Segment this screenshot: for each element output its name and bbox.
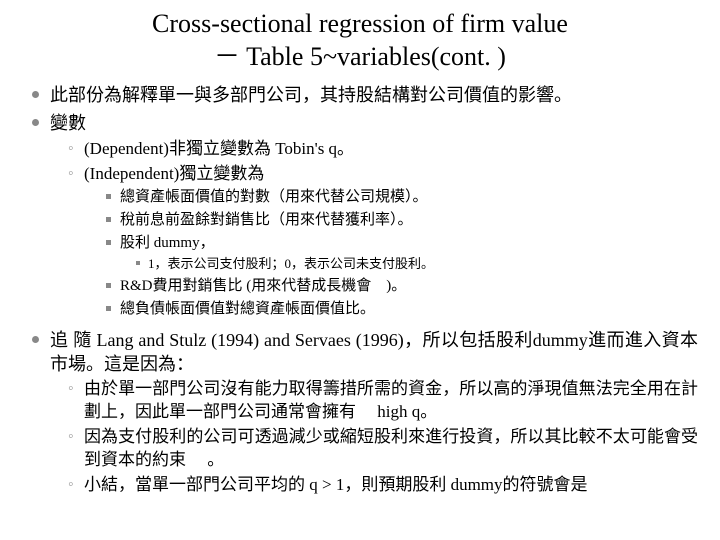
bullet-text: 稅前息前盈餘對銷售比（用來代替獲利率）。 — [120, 212, 413, 228]
bullet-debt-assets: 總負債帳面價值對總資產帳面價值比。 — [106, 299, 698, 320]
bullet-dependent: (Dependent)非獨立變數為 Tobin's q。 — [68, 138, 698, 161]
bullet-text: 追 隨 Lang and Stulz (1994) and Servaes (1… — [50, 330, 698, 374]
bullet-text: 1，表示公司支付股利；0，表示公司未支付股利。 — [148, 256, 434, 271]
bullet-reason-1: 由於單一部門公司沒有能力取得籌措所需的資金，所以高的淨現值無法完全用在計劃上，因… — [68, 378, 698, 424]
bullet-independent: (Independent)獨立變數為 總資產帳面價值的對數（用來代替公司規模）。… — [68, 163, 698, 320]
bullet-text: 小結，當單一部門公司平均的 q > 1，則預期股利 dummy的符號會是 — [84, 475, 588, 494]
slide-title: Cross-sectional regression of firm value… — [22, 8, 698, 73]
bullet-ebit-sales: 稅前息前盈餘對銷售比（用來代替獲利率）。 — [106, 210, 698, 231]
level1-list: 此部份為解釋單一與多部門公司，其持股結構對公司價值的影響。 變數 (Depend… — [22, 83, 698, 497]
bullet-text: 此部份為解釋單一與多部門公司，其持股結構對公司價值的影響。 — [50, 85, 572, 105]
bullet-intro: 此部份為解釋單一與多部門公司，其持股結構對公司價值的影響。 — [22, 83, 698, 107]
bullet-text: 由於單一部門公司沒有能力取得籌措所需的資金，所以高的淨現值無法完全用在計劃上，因… — [84, 379, 698, 421]
bullet-text: (Dependent)非獨立變數為 Tobin's q。 — [84, 139, 354, 158]
bullet-summary: 小結，當單一部門公司平均的 q > 1，則預期股利 dummy的符號會是 — [68, 474, 698, 497]
level2-list: (Dependent)非獨立變數為 Tobin's q。 (Independen… — [50, 138, 698, 320]
bullet-dummy-values: 1，表示公司支付股利；0，表示公司未支付股利。 — [136, 255, 698, 273]
bullet-text: 因為支付股利的公司可透過減少或縮短股利來進行投資，所以其比較不太可能會受到資本的… — [84, 427, 698, 469]
bullet-text: (Independent)獨立變數為 — [84, 164, 264, 183]
bullet-text: 總資產帳面價值的對數（用來代替公司規模）。 — [120, 189, 428, 205]
level3-list: 總資產帳面價值的對數（用來代替公司規模）。 稅前息前盈餘對銷售比（用來代替獲利率… — [84, 187, 698, 319]
bullet-variables: 變數 (Dependent)非獨立變數為 Tobin's q。 (Indepen… — [22, 111, 698, 319]
bullet-followup: 追 隨 Lang and Stulz (1994) and Servaes (1… — [22, 328, 698, 497]
bullet-assets-log: 總資產帳面價值的對數（用來代替公司規模）。 — [106, 187, 698, 208]
bullet-reason-2: 因為支付股利的公司可透過減少或縮短股利來進行投資，所以其比較不太可能會受到資本的… — [68, 426, 698, 472]
bullet-rnd-sales: R&D費用對銷售比 (用來代替成長機會 )。 — [106, 276, 698, 297]
level4-list: 1，表示公司支付股利；0，表示公司未支付股利。 — [120, 255, 698, 273]
bullet-text: 變數 — [50, 113, 86, 133]
bullet-text: 股利 dummy， — [120, 235, 215, 251]
level2-list: 由於單一部門公司沒有能力取得籌措所需的資金，所以高的淨現值無法完全用在計劃上，因… — [50, 378, 698, 497]
title-line-1: Cross-sectional regression of firm value — [152, 9, 568, 38]
bullet-text: R&D費用對銷售比 (用來代替成長機會 )。 — [120, 278, 406, 294]
bullet-text: 總負債帳面價值對總資產帳面價值比。 — [120, 301, 375, 317]
bullet-dividend-dummy: 股利 dummy， 1，表示公司支付股利；0，表示公司未支付股利。 — [106, 233, 698, 273]
title-line-2: － Table 5~variables(cont. ) — [214, 42, 506, 71]
